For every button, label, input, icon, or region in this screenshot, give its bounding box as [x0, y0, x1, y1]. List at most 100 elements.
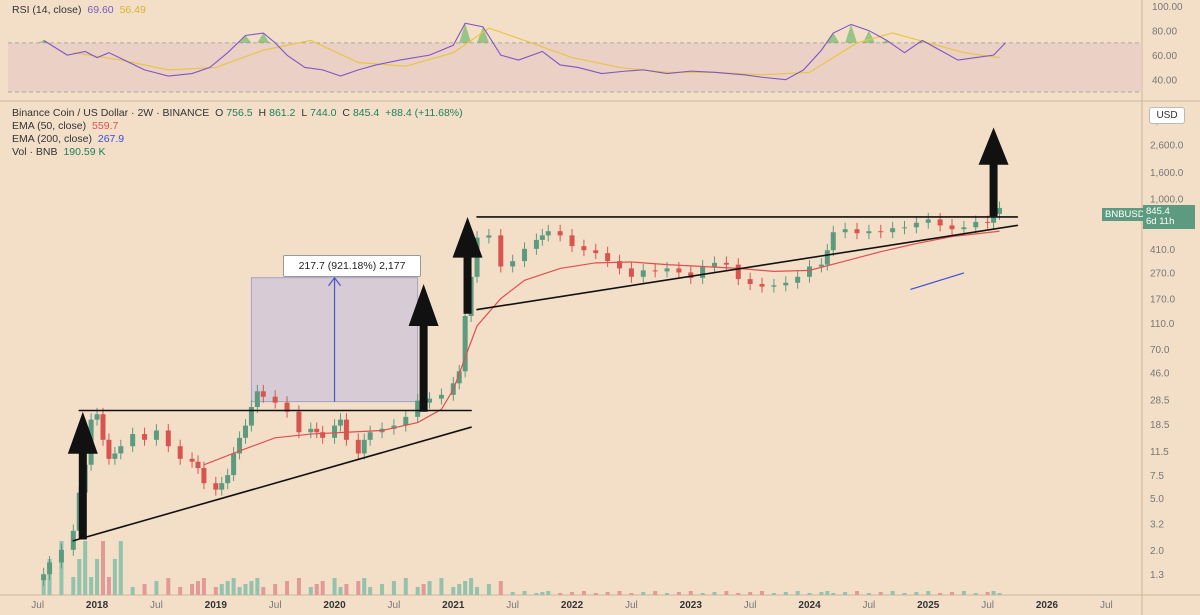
volume-label: Vol · BNB — [12, 146, 58, 158]
time-axis-label: Jul — [981, 600, 994, 611]
candle-body — [747, 279, 753, 285]
volume-bar — [831, 593, 836, 595]
candle-body — [807, 266, 813, 277]
time-axis-label: Jul — [388, 600, 401, 611]
candle-body — [254, 391, 260, 408]
candle-body — [403, 416, 409, 426]
candle-body — [652, 270, 658, 272]
volume-bar — [712, 592, 717, 595]
volume-bar — [783, 592, 788, 595]
price-axis-label: 7.5 — [1150, 471, 1164, 482]
rsi-axis-label: 80.00 — [1152, 27, 1177, 38]
candle-body — [112, 453, 118, 459]
breakout-arrow-4 — [978, 127, 1009, 217]
price-axis-label: 46.0 — [1150, 369, 1170, 380]
rsi-ma-value: 56.49 — [119, 4, 146, 16]
candle-body — [165, 430, 171, 447]
candle-body — [213, 483, 219, 490]
candle-body — [783, 282, 789, 286]
volume-bar — [344, 584, 349, 595]
volume-bar — [843, 592, 848, 595]
candle-body — [949, 225, 955, 230]
volume-bar — [570, 592, 575, 595]
ema50-label: EMA (50, close) — [12, 120, 87, 132]
price-axis-label: 270.0 — [1150, 268, 1175, 279]
measure-tool[interactable] — [250, 276, 419, 403]
candle-body — [231, 453, 237, 476]
price-axis-label: 70.0 — [1150, 345, 1170, 356]
ema200-line — [910, 272, 965, 290]
candle-body — [866, 231, 872, 234]
candle-body — [581, 246, 587, 251]
volume-bar — [724, 591, 729, 595]
volume-bar — [469, 578, 474, 595]
main-legend: Binance Coin / US Dollar · 2W · BINANCE … — [12, 107, 469, 159]
bar-countdown: 6d 11h — [1146, 216, 1175, 227]
ema-lines — [203, 230, 1000, 466]
candle-body — [189, 458, 195, 462]
candle-body — [539, 235, 545, 240]
volume-bar — [807, 593, 812, 595]
volume-row: Vol · BNB 190.59 K — [12, 146, 466, 159]
time-axis-label: 2026 — [1036, 600, 1059, 611]
volume-bar — [178, 587, 183, 595]
symbol-tag: BNBUSD — [1102, 208, 1148, 221]
candle-body — [676, 268, 682, 273]
volume-bar — [973, 593, 978, 595]
candle-body — [640, 270, 646, 277]
volume-bar — [558, 593, 563, 595]
candle-body — [219, 483, 225, 490]
volume-bar — [225, 581, 230, 595]
ohlc-row: Binance Coin / US Dollar · 2W · BINANCE … — [12, 107, 466, 120]
candle-body — [41, 574, 47, 581]
drawings[interactable] — [67, 127, 1019, 542]
time-axis-label: Jul — [31, 600, 44, 611]
time-axis-label: Jul — [150, 600, 163, 611]
candle-body — [617, 261, 623, 269]
candle-body — [177, 446, 183, 459]
volume-bar — [201, 578, 206, 595]
candle-body — [367, 432, 373, 440]
candle-body — [195, 461, 201, 469]
candle-body — [890, 228, 896, 233]
breakout-arrow-1 — [67, 411, 98, 540]
volume-bar — [356, 581, 361, 595]
currency-button[interactable]: USD — [1149, 107, 1185, 124]
volume-bar — [403, 578, 408, 595]
volume-bar — [142, 584, 147, 595]
volume-bar — [688, 591, 693, 595]
candle-body — [438, 394, 444, 399]
time-axis-label: 2023 — [680, 600, 703, 611]
volume-bar — [362, 578, 367, 595]
symbol-title: Binance Coin / US Dollar · 2W · BINANCE — [12, 107, 210, 119]
candle-body — [522, 248, 528, 262]
volume-bar — [961, 591, 966, 595]
candle-body — [830, 232, 836, 251]
candle-body — [296, 411, 302, 433]
time-axis-label: Jul — [269, 600, 282, 611]
volume-bar — [457, 584, 462, 595]
candle-body — [242, 425, 248, 438]
time-axis-label: Jul — [506, 600, 519, 611]
volume-bar — [534, 593, 539, 595]
volume-bar — [997, 593, 1002, 595]
volume-bar — [605, 592, 610, 595]
candle-body — [272, 396, 278, 403]
volume-bar — [498, 581, 503, 595]
measure-arrow-head — [328, 276, 342, 287]
candle-body — [415, 400, 421, 417]
candle-body — [961, 227, 967, 230]
price-axis-label: 11.5 — [1150, 447, 1169, 458]
ema200-label: EMA (200, close) — [12, 133, 92, 145]
volume-bar — [878, 592, 883, 595]
candle-body — [201, 468, 207, 484]
ema200-row: EMA (200, close) 267.9 — [12, 133, 466, 146]
candle-body — [925, 219, 931, 223]
price-axis-label: 28.5 — [1150, 396, 1170, 407]
candle-body — [486, 235, 492, 238]
time-axis-label: 2019 — [205, 600, 228, 611]
volume-bar — [308, 587, 313, 595]
rsi-value: 69.60 — [87, 4, 114, 16]
rsi-legend-name: RSI (14, close) — [12, 4, 82, 16]
